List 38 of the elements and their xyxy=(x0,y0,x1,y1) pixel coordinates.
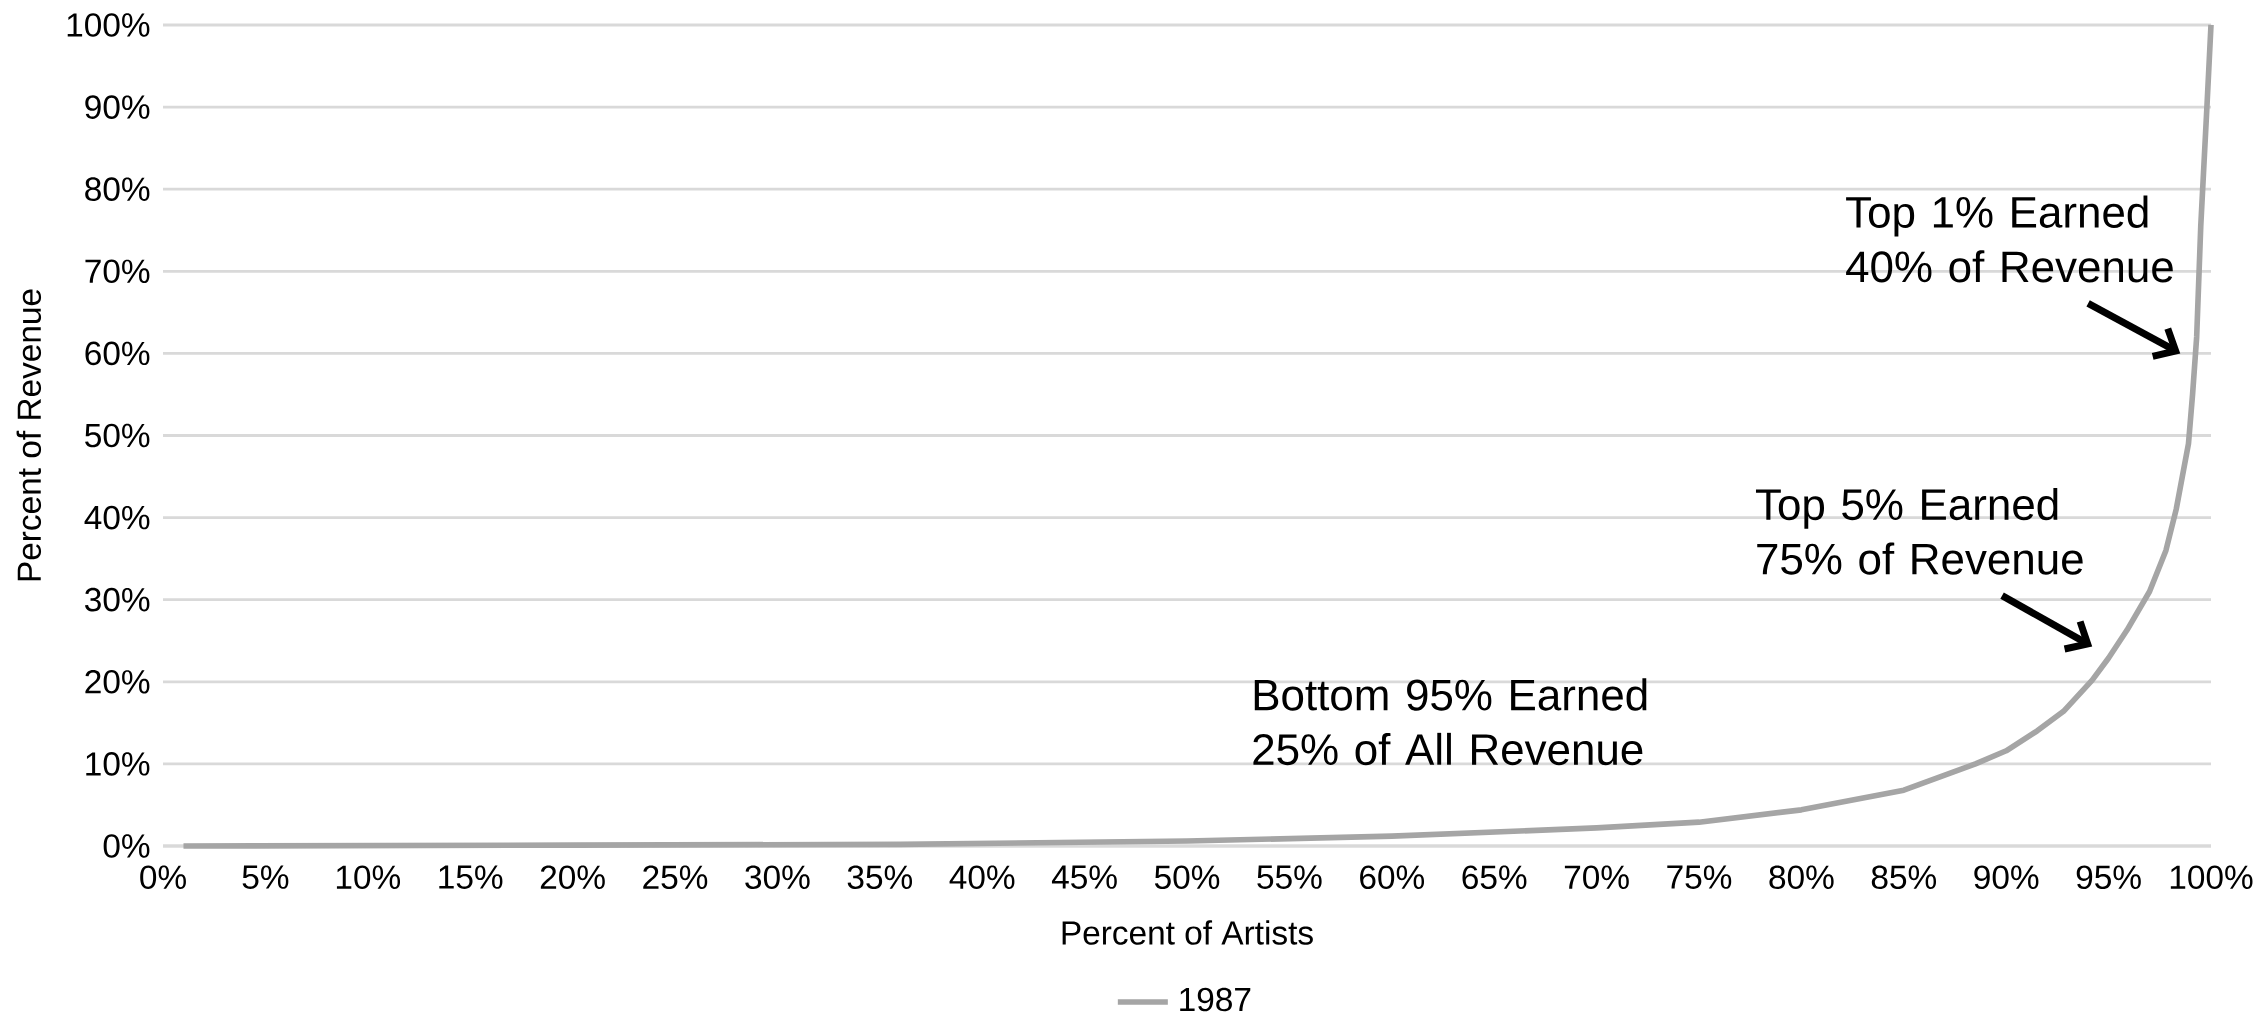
x-tick-label: 40% xyxy=(949,865,1015,890)
x-tick-label: 30% xyxy=(745,865,810,890)
x-tick-label: 90% xyxy=(1974,865,2039,890)
x-tick-label: 85% xyxy=(1871,865,1937,890)
y-tick-label: 100% xyxy=(67,13,150,37)
x-tick-label: 65% xyxy=(1462,865,1527,890)
x-tick-label: 10% xyxy=(336,865,401,890)
annotation: Bottom 95% Earned 25% of All Revenue xyxy=(1253,678,1647,766)
y-tick-label: 20% xyxy=(85,669,150,694)
x-tick-label: 75% xyxy=(1667,865,1732,889)
y-tick-label: 10% xyxy=(86,752,150,776)
x-tick-label: 15% xyxy=(439,865,503,889)
y-axis-title: Percent of Revenue xyxy=(16,289,42,581)
x-tick-label: 20% xyxy=(540,865,605,890)
y-tick-label: 90% xyxy=(85,95,150,119)
legend-label: 1987 xyxy=(1180,987,1251,1012)
x-tick-label: 35% xyxy=(847,865,913,890)
x-tick-label: 70% xyxy=(1564,865,1629,890)
x-tick-label: 50% xyxy=(1154,865,1220,890)
x-tick-label: 0% xyxy=(140,865,186,890)
x-tick-label: 60% xyxy=(1360,865,1425,890)
y-tick-label: 80% xyxy=(85,177,150,202)
y-tick-label: 0% xyxy=(103,834,150,858)
x-axis-title: Percent of Artists xyxy=(1062,920,1313,945)
y-tick-label: 60% xyxy=(85,341,150,366)
y-tick-label: 40% xyxy=(84,505,150,530)
annotation: Top 1% Earned 40% of Revenue xyxy=(1846,195,2173,283)
y-tick-label: 30% xyxy=(85,587,150,612)
x-tick-label: 25% xyxy=(643,865,708,890)
x-tick-label: 55% xyxy=(1257,865,1322,889)
y-tick-label: 50% xyxy=(85,423,150,448)
x-tick-label: 95% xyxy=(2076,865,2141,890)
y-tick-label: 70% xyxy=(85,259,150,284)
annotation: Top 5% Earned 75% of Revenue xyxy=(1755,487,2083,575)
x-tick-label: 5% xyxy=(242,865,289,889)
x-tick-label: 100% xyxy=(2170,865,2253,890)
x-tick-label: 45% xyxy=(1051,865,1117,889)
x-tick-label: 80% xyxy=(1769,865,1834,890)
